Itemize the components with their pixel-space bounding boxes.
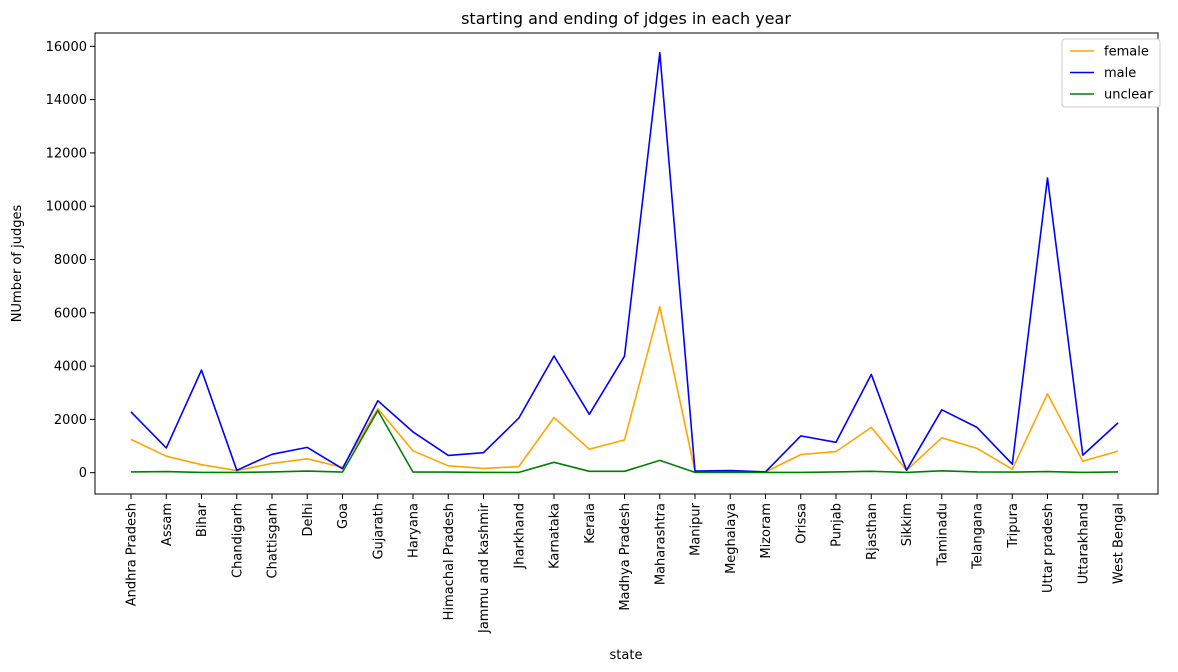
x-tick-label: Jammu and kashmir [477,502,492,634]
x-tick-label: Gujarath [371,503,386,560]
x-tick-label: Uttarakhand [1076,503,1091,584]
legend-label-unclear: unclear [1104,88,1153,103]
x-axis: Andhra Pradesh Assam Bihar Chandigarh Chatti… [125,494,1127,634]
series-line-unclear [130,409,1119,474]
x-tick-label: Uttar pradesh [1041,503,1056,593]
x-tick-label: Karnataka [548,503,563,569]
x-tick-label: Goa [336,503,351,529]
x-tick-label: Mizoram [759,503,774,559]
legend-box [1061,38,1161,108]
x-tick-label: Chattisgarh [266,503,281,578]
y-tick-label: 16000 [46,40,87,55]
x-tick-label: Rjasthan [865,503,880,560]
y-axis: 0 2000 4000 6000 8000 10000 12000 14000 16000 [46,40,95,481]
x-tick-label: Manipur [689,502,704,556]
y-tick-label: 4000 [54,360,87,375]
x-tick-label: Taminadu [935,503,950,567]
x-tick-label: West Bengal [1112,503,1127,584]
y-axis-label: NUmber of judges [10,205,25,323]
x-tick-label: Tripura [1006,503,1021,549]
y-tick-label: 14000 [46,93,87,108]
x-tick-label: Punjab [830,503,845,547]
x-axis-label: state [610,648,643,663]
x-tick-label: Madhya Pradesh [618,503,633,611]
x-tick-label: Himachal Pradesh [442,503,457,620]
y-tick-label: 12000 [46,146,87,161]
x-tick-label: Orissa [794,503,809,544]
x-tick-label: Sikkim [900,503,915,546]
x-tick-label: Kerala [583,503,598,544]
chart-title: starting and ending of jdges in each yea… [461,9,791,28]
y-tick-label: 10000 [46,200,87,215]
x-tick-label: Haryana [407,503,422,558]
plot-area [94,32,1159,495]
x-tick-label: Meghalaya [724,503,739,574]
x-tick-label: Assam [160,503,175,546]
x-tick-label: Bihar [195,502,210,537]
y-tick-label: 6000 [54,306,87,321]
legend-label-female: female [1104,45,1149,60]
x-tick-label: Jharkhand [512,503,527,570]
y-tick-label: 0 [79,466,87,481]
x-tick-label: Telangana [971,503,986,570]
y-tick-label: 2000 [54,413,87,428]
legend-label-male: male [1104,66,1136,81]
series-line-female [130,305,1119,473]
x-tick-label: Chandigarh [230,503,245,578]
legend: female male unclear [1061,38,1161,108]
x-tick-label: Delhi [301,503,316,536]
y-tick-label: 8000 [54,253,87,268]
series-line-male [130,51,1119,473]
series-lines [130,51,1119,474]
x-tick-label: Maharashtra [653,503,668,585]
x-tick-label: Andhra Pradesh [125,503,140,606]
